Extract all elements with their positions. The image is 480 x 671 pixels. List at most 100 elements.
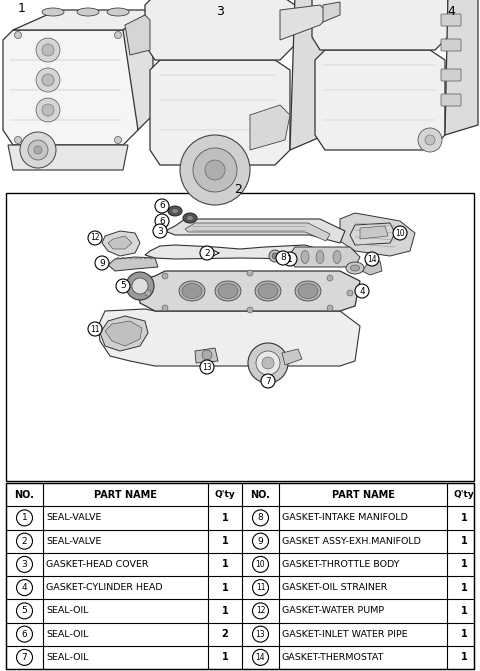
Circle shape xyxy=(327,275,333,281)
Polygon shape xyxy=(362,261,382,275)
Polygon shape xyxy=(13,10,153,30)
Circle shape xyxy=(20,132,56,168)
Circle shape xyxy=(252,580,268,596)
Circle shape xyxy=(200,246,214,260)
Text: GASKET-CYLINDER HEAD: GASKET-CYLINDER HEAD xyxy=(46,583,163,592)
Circle shape xyxy=(16,533,33,549)
Polygon shape xyxy=(288,247,360,267)
Text: 3: 3 xyxy=(22,560,27,569)
Text: GASKET-THERMOSTAT: GASKET-THERMOSTAT xyxy=(282,653,384,662)
Polygon shape xyxy=(150,60,290,165)
Text: 1: 1 xyxy=(22,513,27,523)
Ellipse shape xyxy=(187,215,193,221)
Circle shape xyxy=(418,128,442,152)
Text: 5: 5 xyxy=(120,282,126,291)
Text: GASKET-HEAD COVER: GASKET-HEAD COVER xyxy=(46,560,148,569)
Text: Q'ty: Q'ty xyxy=(454,490,474,499)
Text: 7: 7 xyxy=(265,376,271,386)
Text: 12: 12 xyxy=(256,607,265,615)
Polygon shape xyxy=(360,226,388,239)
Polygon shape xyxy=(315,50,445,150)
Text: 8: 8 xyxy=(258,513,264,523)
Text: 4: 4 xyxy=(22,583,27,592)
Circle shape xyxy=(115,32,121,38)
Circle shape xyxy=(155,199,169,213)
Text: 4: 4 xyxy=(359,287,365,295)
Ellipse shape xyxy=(255,281,281,301)
Circle shape xyxy=(16,650,33,666)
Text: 5: 5 xyxy=(22,607,27,615)
FancyBboxPatch shape xyxy=(441,39,461,51)
FancyBboxPatch shape xyxy=(441,94,461,106)
Ellipse shape xyxy=(183,213,197,223)
Circle shape xyxy=(283,252,297,266)
Circle shape xyxy=(162,305,168,311)
Text: 14: 14 xyxy=(256,653,265,662)
Text: 2: 2 xyxy=(204,248,210,258)
Text: 1: 1 xyxy=(461,606,468,616)
Circle shape xyxy=(252,510,268,526)
Text: 7: 7 xyxy=(22,653,27,662)
Circle shape xyxy=(252,603,268,619)
Circle shape xyxy=(269,250,281,262)
Text: 1: 1 xyxy=(18,2,26,15)
Text: GASKET-INTAKE MANIFOLD: GASKET-INTAKE MANIFOLD xyxy=(282,513,408,523)
Circle shape xyxy=(116,279,130,293)
Text: 1: 1 xyxy=(222,582,228,592)
Text: 1: 1 xyxy=(222,536,228,546)
Circle shape xyxy=(425,135,435,145)
Text: 10: 10 xyxy=(395,229,405,238)
Circle shape xyxy=(252,556,268,572)
Text: 4: 4 xyxy=(447,5,455,18)
Text: 6: 6 xyxy=(159,217,165,225)
FancyBboxPatch shape xyxy=(6,193,474,481)
Ellipse shape xyxy=(215,281,241,301)
Circle shape xyxy=(95,256,109,270)
Text: NO.: NO. xyxy=(251,490,270,500)
Text: 2: 2 xyxy=(222,629,228,639)
Text: GASKET-OIL STRAINER: GASKET-OIL STRAINER xyxy=(282,583,387,592)
Ellipse shape xyxy=(107,8,129,16)
Polygon shape xyxy=(165,219,345,243)
Text: 1: 1 xyxy=(461,652,468,662)
Polygon shape xyxy=(98,309,360,366)
Circle shape xyxy=(162,273,168,279)
Circle shape xyxy=(14,136,22,144)
Text: 9: 9 xyxy=(258,537,264,546)
Ellipse shape xyxy=(258,284,278,299)
Polygon shape xyxy=(250,105,290,150)
Text: SEAL-OIL: SEAL-OIL xyxy=(46,607,88,615)
Text: Q'ty: Q'ty xyxy=(215,490,235,499)
Polygon shape xyxy=(3,30,138,145)
Text: SEAL-VALVE: SEAL-VALVE xyxy=(46,537,101,546)
Text: GASKET-WATER PUMP: GASKET-WATER PUMP xyxy=(282,607,384,615)
Text: 1: 1 xyxy=(461,513,468,523)
Circle shape xyxy=(205,160,225,180)
Text: PART NAME: PART NAME xyxy=(332,490,395,500)
Polygon shape xyxy=(290,0,325,150)
Circle shape xyxy=(115,136,121,144)
Text: 12: 12 xyxy=(90,234,100,242)
Text: 11: 11 xyxy=(90,325,100,333)
Polygon shape xyxy=(125,15,150,55)
Text: 1: 1 xyxy=(461,560,468,570)
Circle shape xyxy=(393,226,407,240)
Ellipse shape xyxy=(168,206,182,216)
Circle shape xyxy=(132,278,148,294)
Ellipse shape xyxy=(218,284,238,299)
Text: 10: 10 xyxy=(256,560,265,569)
Ellipse shape xyxy=(346,262,364,274)
Circle shape xyxy=(153,224,167,238)
Polygon shape xyxy=(100,316,148,351)
Text: SEAL-OIL: SEAL-OIL xyxy=(46,653,88,662)
Circle shape xyxy=(247,307,253,313)
Circle shape xyxy=(126,272,154,300)
Polygon shape xyxy=(138,271,360,311)
Polygon shape xyxy=(185,223,330,241)
Circle shape xyxy=(252,650,268,666)
Ellipse shape xyxy=(298,284,318,299)
Polygon shape xyxy=(340,213,415,256)
Circle shape xyxy=(42,74,54,86)
Text: 1: 1 xyxy=(222,606,228,616)
Circle shape xyxy=(145,290,151,296)
